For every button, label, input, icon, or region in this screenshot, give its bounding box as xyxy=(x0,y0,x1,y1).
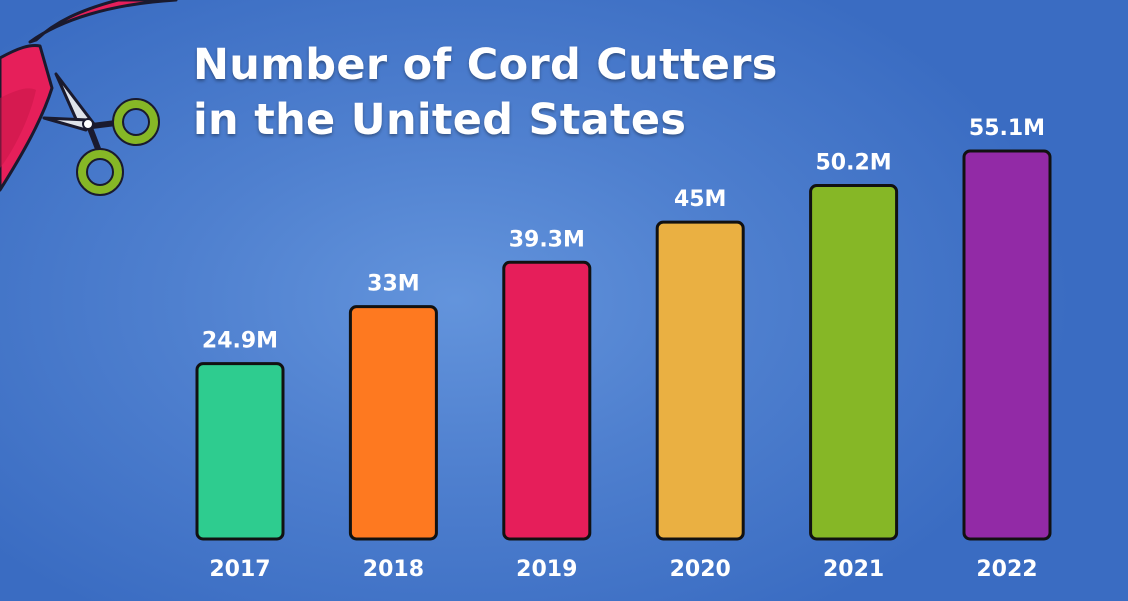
data-label-2017: 24.9M xyxy=(202,329,278,354)
bar-2019 xyxy=(502,260,592,541)
bar-2018 xyxy=(348,305,438,541)
bar-2022 xyxy=(962,149,1052,541)
data-label-2020: 45M xyxy=(674,187,727,212)
x-tick-label-2021: 2021 xyxy=(823,557,884,582)
x-tick-label-2018: 2018 xyxy=(363,557,424,582)
data-label-2018: 33M xyxy=(367,272,420,297)
scissors-cutting-ribbon-icon xyxy=(0,0,178,196)
chart-title-line-1: Number of Cord Cutters xyxy=(193,40,778,90)
bar-2017 xyxy=(195,362,285,541)
chart-title-line-2: in the United States xyxy=(193,95,687,145)
x-tick-label-2019: 2019 xyxy=(516,557,577,582)
bar-2021 xyxy=(809,184,899,541)
chart-title: Number of Cord Cutters in the United Sta… xyxy=(193,38,778,148)
data-label-2021: 50.2M xyxy=(816,151,892,176)
x-tick-label-2020: 2020 xyxy=(670,557,731,582)
data-label-2019: 39.3M xyxy=(509,227,585,252)
bar-2020 xyxy=(655,220,745,541)
x-tick-label-2022: 2022 xyxy=(976,557,1037,582)
x-tick-label-2017: 2017 xyxy=(209,557,270,582)
data-label-2022: 55.1M xyxy=(969,116,1045,141)
